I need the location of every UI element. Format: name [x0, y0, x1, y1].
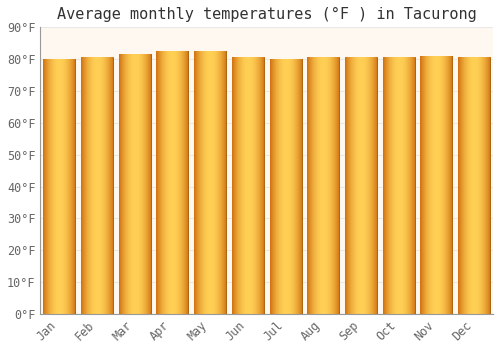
Title: Average monthly temperatures (°F ) in Tacurong: Average monthly temperatures (°F ) in Ta…	[57, 7, 476, 22]
